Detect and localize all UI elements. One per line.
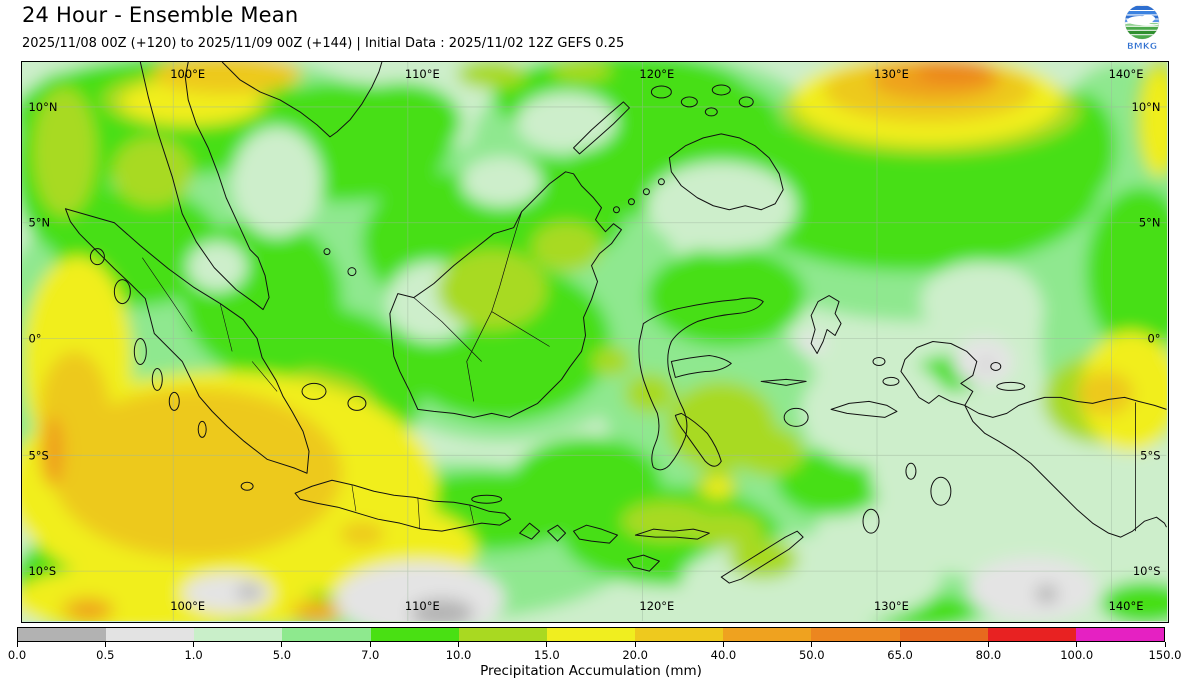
- colorbar-tick-label: 40.0: [710, 648, 737, 662]
- page-title: 24 Hour - Ensemble Mean: [22, 3, 299, 27]
- precipitation-map: 100°E 110°E 120°E 130°E 140°E 100°E 110°E 120°…: [22, 62, 1167, 621]
- colorbar-tick-label: 7.0: [361, 648, 380, 662]
- graticule-label: 10°N: [29, 100, 58, 114]
- colorbar-tick-mark: [987, 642, 989, 647]
- graticule-gridlines: [22, 62, 1167, 621]
- graticule-label: 5°S: [29, 448, 49, 462]
- graticule-label: 100°E: [170, 67, 205, 81]
- logo-text: BMKG: [1127, 42, 1157, 52]
- colorbar-gradient-bar: [17, 627, 1165, 642]
- colorbar-tick-mark: [369, 642, 371, 647]
- colorbar-segment: [106, 628, 195, 641]
- colorbar-tick-mark: [1164, 642, 1166, 647]
- colorbar-tick-mark: [634, 642, 636, 647]
- colorbar-tick-mark: [722, 642, 724, 647]
- colorbar-tick-mark: [193, 642, 195, 647]
- colorbar-axis-label: Precipitation Accumulation (mm): [480, 663, 702, 679]
- colorbar-tick-mark: [1076, 642, 1078, 647]
- precipitation-field: [22, 62, 1167, 621]
- graticule-label: 100°E: [170, 599, 205, 613]
- colorbar-tick-label: 150.0: [1148, 648, 1182, 662]
- colorbar-tick-label: 100.0: [1060, 648, 1094, 662]
- graticule-label: 130°E: [874, 599, 909, 613]
- colorbar-segment: [18, 628, 107, 641]
- latitude-labels-right: 10°N 5°N 0° 5°S 10°S: [1132, 100, 1161, 578]
- graticule-label: 10°S: [1133, 564, 1161, 578]
- longitude-labels-bottom: 100°E 110°E 120°E 130°E 140°E: [170, 599, 1143, 613]
- colorbar-tick-mark: [16, 642, 18, 647]
- colorbar-segment: [987, 628, 1076, 641]
- colorbar-segment: [546, 628, 636, 641]
- colorbar-segment: [723, 628, 812, 641]
- longitude-labels-top: 100°E 110°E 120°E 130°E 140°E: [170, 67, 1143, 81]
- colorbar-tick-mark: [281, 642, 283, 647]
- colorbar-tick-mark: [899, 642, 901, 647]
- graticule-label: 120°E: [639, 67, 674, 81]
- colorbar-tick-label: 20.0: [622, 648, 648, 662]
- colorbar-tick-label: 50.0: [798, 648, 825, 662]
- graticule-label: 110°E: [405, 599, 440, 613]
- colorbar: 0.0 0.5 1.0 5.0 7.0 10.0 15.0 20.0 40.0 50.0 65.0 8…: [8, 627, 1181, 667]
- graticule-label: 140°E: [1109, 599, 1144, 613]
- graticule-label: 130°E: [874, 67, 909, 81]
- colorbar-tick-label: 0.0: [7, 648, 27, 662]
- colorbar-tick-label: 10.0: [445, 648, 472, 662]
- graticule-label: 110°E: [405, 67, 440, 81]
- colorbar-tick-label: 15.0: [534, 648, 560, 662]
- graticule-label: 5°N: [29, 216, 51, 230]
- graticule-label: 10°N: [1132, 100, 1161, 114]
- graticule-label: 0°: [1147, 331, 1160, 345]
- graticule-label: 120°E: [639, 599, 674, 613]
- colorbar-segment: [282, 628, 371, 641]
- colorbar-tick-mark: [104, 642, 106, 647]
- graticule-label: 5°N: [1139, 216, 1161, 230]
- colorbar-segment: [1075, 628, 1165, 641]
- colorbar-tick-mark: [811, 642, 813, 647]
- colorbar-segment: [370, 628, 459, 641]
- forecast-period-subtitle: 2025/11/08 00Z (+120) to 2025/11/09 00Z …: [22, 36, 625, 51]
- colorbar-segment: [635, 628, 724, 641]
- colorbar-tick-label: 65.0: [887, 648, 913, 662]
- coastlines: [64, 62, 1167, 584]
- map-frame: 100°E 110°E 120°E 130°E 140°E 100°E 110°E 120°…: [21, 61, 1169, 623]
- graticule-label: 0°: [29, 331, 42, 345]
- bmkg-logo: BMKG: [1124, 4, 1160, 52]
- graticule-label: 140°E: [1109, 67, 1144, 81]
- graticule-label: 5°S: [1140, 448, 1160, 462]
- colorbar-tick-label: 0.5: [96, 648, 115, 662]
- colorbar-tick-label: 1.0: [184, 648, 203, 662]
- colorbar-tick-mark: [546, 642, 548, 647]
- colorbar-tick-label: 5.0: [272, 648, 292, 662]
- colorbar-tick-label: 80.0: [975, 648, 1002, 662]
- colorbar-segment: [458, 628, 547, 641]
- colorbar-segment: [811, 628, 900, 641]
- graticule-label: 10°S: [29, 564, 57, 578]
- colorbar-tick-mark: [458, 642, 460, 647]
- colorbar-segment: [194, 628, 283, 641]
- colorbar-segment: [899, 628, 988, 641]
- latitude-labels-left: 10°N 5°N 0° 5°S 10°S: [29, 100, 58, 578]
